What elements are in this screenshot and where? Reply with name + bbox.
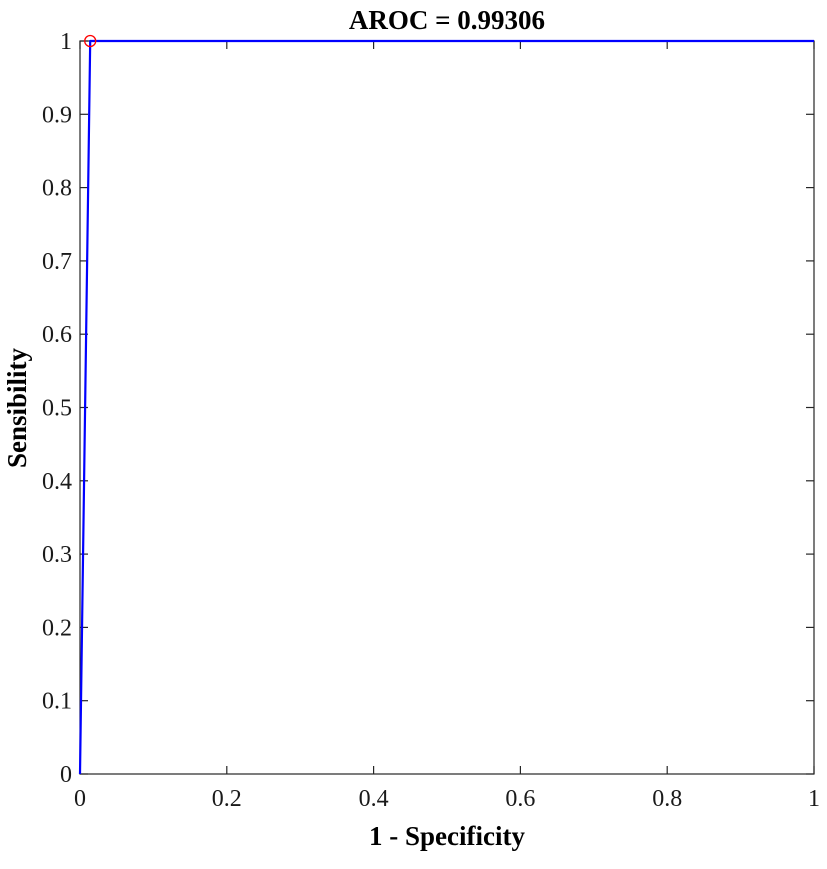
y-tick-label: 0.1 (42, 689, 72, 715)
x-axis-tick-labels: 0 0.2 0.4 0.6 0.8 1 (74, 786, 820, 812)
y-axis-ticks (80, 40, 814, 775)
y-tick-label: 0.8 (42, 176, 72, 202)
y-tick-label: 0.3 (42, 542, 72, 568)
series-layer (78, 34, 814, 775)
roc-curve-line (78, 39, 814, 775)
y-tick-label: 1 (60, 29, 72, 55)
y-tick-label: 0 (60, 762, 72, 788)
operating-point-marker (84, 34, 97, 48)
x-tick-label: 0 (74, 786, 86, 812)
plot-frame (79, 40, 815, 775)
y-axis-label: Sensibility (2, 347, 32, 468)
y-tick-label: 0.4 (42, 469, 72, 495)
y-tick-label: 0.9 (42, 102, 72, 128)
y-axis-tick-labels: 0 0.1 0.2 0.3 0.4 0.5 0.6 0.7 0.8 0.9 1 (42, 29, 72, 788)
x-axis-label: 1 - Specificity (369, 821, 525, 851)
plot-area (79, 40, 815, 775)
x-axis-ticks (79, 41, 815, 774)
x-tick-label: 0.8 (652, 786, 682, 812)
x-tick-label: 1 (808, 786, 820, 812)
y-tick-label: 0.6 (42, 322, 72, 348)
y-tick-label: 0.2 (42, 615, 72, 641)
y-tick-label: 0.5 (42, 396, 72, 422)
y-tick-label: 0.7 (42, 249, 72, 275)
x-tick-label: 0.4 (359, 786, 389, 812)
chart-title: AROC = 0.99306 (349, 5, 545, 35)
x-tick-label: 0.2 (212, 786, 242, 812)
x-tick-label: 0.6 (505, 786, 535, 812)
